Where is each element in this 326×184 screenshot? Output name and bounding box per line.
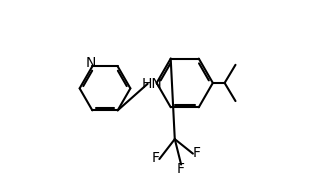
Text: HN: HN [142, 77, 162, 91]
Text: F: F [151, 151, 159, 165]
Text: F: F [193, 146, 201, 160]
Text: F: F [177, 162, 185, 176]
Text: N: N [85, 56, 96, 70]
